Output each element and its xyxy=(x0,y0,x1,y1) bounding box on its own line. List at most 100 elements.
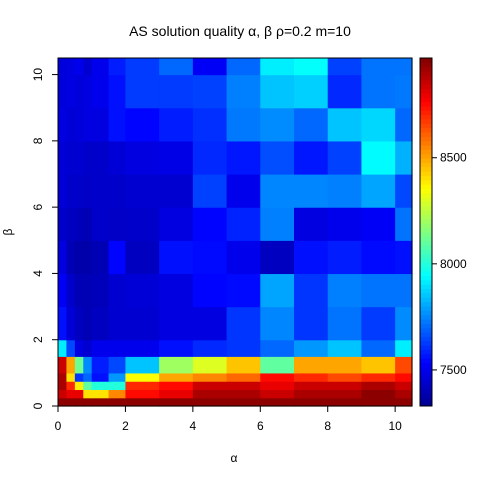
legend-tick-label: 7500 xyxy=(440,363,467,377)
legend-color-step xyxy=(420,297,432,303)
heatmap-cell xyxy=(108,207,127,241)
y-tick-label: 8 xyxy=(31,137,45,144)
heatmap-cell xyxy=(327,356,363,374)
x-axis-label: α xyxy=(231,451,238,465)
heatmap-cell xyxy=(361,174,396,208)
heatmap-cell xyxy=(192,107,228,142)
heatmap-cell xyxy=(125,389,160,399)
legend-color-step xyxy=(420,358,432,363)
heatmap-cell xyxy=(260,207,295,241)
legend-color-step xyxy=(420,214,432,220)
heatmap-cell xyxy=(395,397,413,407)
legend-color-step xyxy=(420,249,432,255)
heatmap-cell xyxy=(91,240,110,275)
heatmap-cell xyxy=(361,140,396,175)
heatmap-cell xyxy=(74,381,84,391)
y-tick-label: 6 xyxy=(31,203,45,210)
heatmap-cell xyxy=(125,339,160,357)
heatmap-cell xyxy=(58,207,68,241)
heatmap-cell xyxy=(125,140,160,175)
heatmap-cell xyxy=(361,397,396,407)
legend-color-step xyxy=(420,253,432,259)
heatmap-cell xyxy=(108,174,127,208)
heatmap-cell xyxy=(192,273,228,308)
legend-color-step xyxy=(420,271,432,276)
legend-color-step xyxy=(420,101,432,107)
heatmap-cell xyxy=(108,306,127,341)
legend-color-step xyxy=(420,305,432,311)
legend-color-step xyxy=(420,345,432,350)
heatmap-cell xyxy=(83,58,93,76)
heatmap-cell xyxy=(226,381,261,391)
heatmap-cell xyxy=(327,74,363,109)
heatmap-cell xyxy=(58,372,68,382)
legend-color-step xyxy=(420,319,432,324)
heatmap-cell xyxy=(58,74,68,109)
heatmap-cell xyxy=(83,389,93,399)
heatmap-cell xyxy=(192,74,228,109)
heatmap-cell xyxy=(226,356,261,374)
heatmap-cell xyxy=(327,140,363,175)
legend-color-step xyxy=(420,401,432,407)
legend-color-step xyxy=(420,105,432,111)
heatmap-cell xyxy=(91,207,110,241)
heatmap-cell xyxy=(192,140,228,175)
color-legend: 7500 8000 8500 xyxy=(419,57,467,407)
heatmap-cell xyxy=(294,107,329,142)
legend-color-step xyxy=(420,79,432,85)
legend-color-step xyxy=(420,349,432,355)
heatmap-cell xyxy=(58,107,68,142)
legend-color-step xyxy=(420,240,432,246)
heatmap-cell xyxy=(327,397,363,407)
heatmap-cell xyxy=(83,306,93,341)
heatmap-cell xyxy=(294,306,329,341)
legend-color-step xyxy=(420,179,432,185)
legend-color-step xyxy=(420,136,432,142)
legend-color-step xyxy=(420,210,432,216)
heatmap-cell xyxy=(260,58,295,76)
legend-color-step xyxy=(420,323,432,329)
legend-color-step xyxy=(420,66,432,72)
legend-color-step xyxy=(420,201,432,207)
heatmap-cell xyxy=(361,381,396,391)
heatmap-cell xyxy=(192,397,228,407)
heatmap-cell xyxy=(226,107,261,142)
heatmap-cell xyxy=(66,339,76,357)
heatmap-cell xyxy=(159,372,194,382)
heatmap-cell xyxy=(91,273,110,308)
heatmap-cell xyxy=(361,306,396,341)
heatmap-cell xyxy=(58,58,68,76)
heatmap-cell xyxy=(395,74,413,109)
heatmap-cell xyxy=(361,107,396,142)
heatmap-cell xyxy=(395,58,413,76)
heatmap-cell xyxy=(108,381,127,391)
heatmap-cell xyxy=(83,240,93,275)
heatmap-cell xyxy=(395,339,413,357)
heatmap-cell xyxy=(125,240,160,275)
legend-color-step xyxy=(420,371,432,377)
heatmap-cell xyxy=(159,339,194,357)
heatmap-cell xyxy=(159,174,194,208)
heatmap-cell xyxy=(226,174,261,208)
heatmap-cell xyxy=(159,207,194,241)
legend-tick-label: 8500 xyxy=(440,151,467,165)
heatmap-cell xyxy=(192,372,228,382)
legend-color-step xyxy=(420,397,432,403)
heatmap-cell xyxy=(361,356,396,374)
heatmap-cell xyxy=(294,381,329,391)
heatmap-cell xyxy=(395,389,413,399)
y-tick-label: 10 xyxy=(31,68,45,82)
heatmap-cell xyxy=(159,58,194,76)
heatmap-cell xyxy=(226,389,261,399)
heatmap-cell xyxy=(192,339,228,357)
legend-color-step xyxy=(420,327,432,333)
heatmap-cell xyxy=(58,339,68,357)
y-tick-label: 0 xyxy=(31,402,45,409)
heatmap-cell xyxy=(125,372,160,382)
heatmap-cell xyxy=(83,174,93,208)
legend-color-step xyxy=(420,175,432,181)
heatmap-cell xyxy=(260,140,295,175)
heatmap-cell xyxy=(159,397,194,407)
y-tick-label: 2 xyxy=(31,336,45,343)
legend-color-step xyxy=(420,227,432,233)
